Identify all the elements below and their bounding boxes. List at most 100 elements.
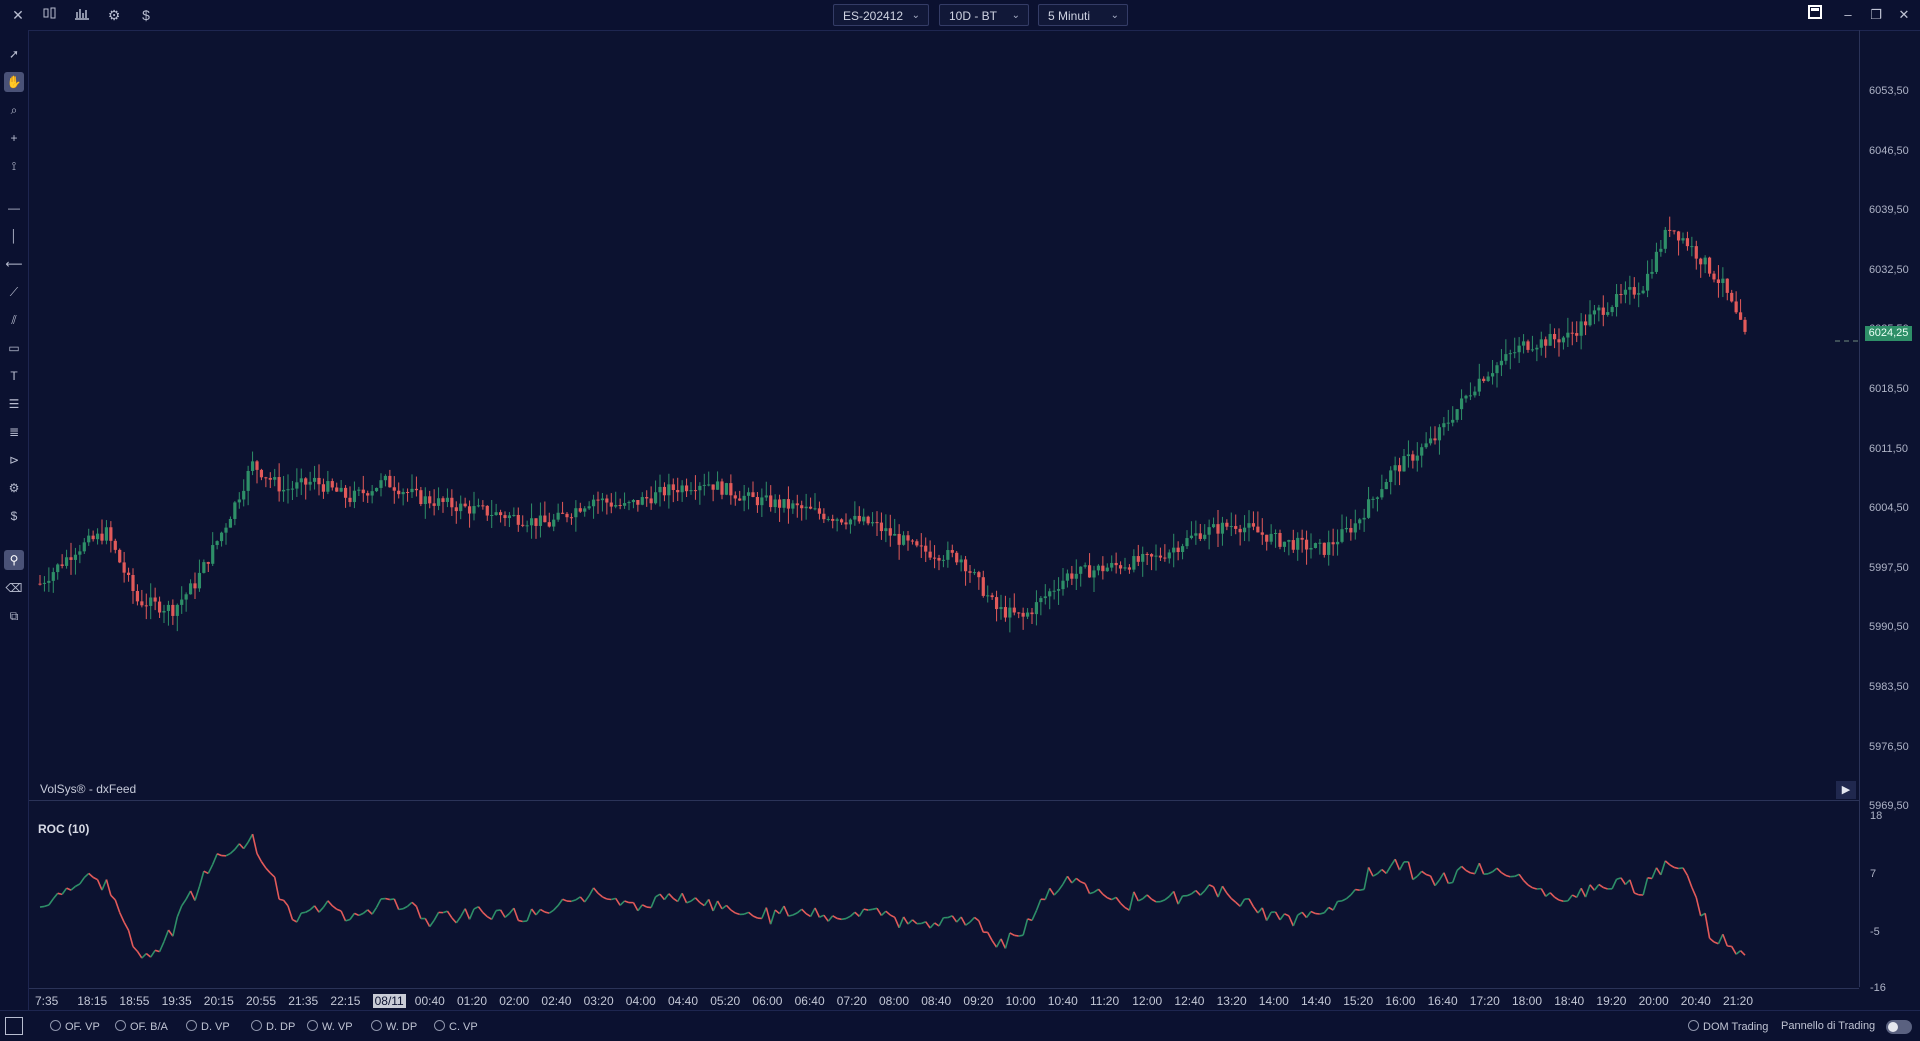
roc-line-segment <box>306 910 310 912</box>
time-tick-label: 21:20 <box>1723 994 1753 1008</box>
grid-icon[interactable] <box>5 1017 23 1035</box>
candle <box>973 569 976 575</box>
price-tick-label: 5990,50 <box>1869 621 1909 633</box>
roc-line-segment <box>1360 889 1364 890</box>
profile-toggle[interactable]: W. DP <box>371 1020 417 1033</box>
candle <box>937 555 940 570</box>
roc-line-segment <box>106 880 110 896</box>
roc-line-segment <box>377 899 381 907</box>
candle <box>499 510 502 523</box>
candle <box>224 523 227 545</box>
candle <box>1690 237 1693 256</box>
profile-toggle[interactable]: OF. B/A <box>115 1020 168 1033</box>
roc-line-segment <box>536 909 540 914</box>
pane-separator[interactable] <box>29 800 1859 801</box>
candle <box>397 482 400 498</box>
candle <box>317 464 320 495</box>
play-icon[interactable]: ▶ <box>1836 781 1856 799</box>
candle <box>968 565 971 583</box>
roc-line-segment <box>1169 891 1173 896</box>
candle <box>539 503 542 538</box>
candle <box>800 501 803 521</box>
roc-line-segment <box>549 910 553 913</box>
candle <box>867 516 870 526</box>
roc-line-segment <box>465 909 469 920</box>
roc-line-segment <box>213 854 217 865</box>
roc-line-segment <box>563 899 567 901</box>
roc-line-segment <box>540 909 544 912</box>
roc-line-segment <box>731 910 735 913</box>
candle <box>1044 584 1047 604</box>
roc-line-segment <box>1670 865 1674 868</box>
roc-line-segment <box>1391 859 1395 866</box>
roc-line-segment <box>558 899 562 905</box>
candle <box>1137 545 1140 566</box>
profile-toggle[interactable]: C. VP <box>434 1020 478 1033</box>
roc-line-segment <box>912 920 916 924</box>
profile-toggle[interactable]: OF. VP <box>50 1020 100 1033</box>
time-tick-label: 02:00 <box>499 994 529 1008</box>
roc-line-segment <box>1320 913 1324 914</box>
candle <box>1513 338 1516 359</box>
roc-line-segment <box>1426 874 1430 876</box>
candle <box>131 568 134 604</box>
candle <box>1522 334 1525 353</box>
time-tick-label: 18:00 <box>1512 994 1542 1008</box>
candle <box>247 466 250 505</box>
roc-line-segment <box>979 921 983 932</box>
profile-toggle[interactable]: D. VP <box>186 1020 230 1033</box>
roc-line-segment <box>1413 876 1417 879</box>
candle <box>592 495 595 519</box>
profile-toggle[interactable]: D. DP <box>251 1020 295 1033</box>
candle <box>636 500 639 512</box>
candle <box>960 555 963 571</box>
candle <box>1469 382 1472 400</box>
profile-toggle[interactable]: W. VP <box>307 1020 353 1033</box>
roc-line-segment <box>682 893 686 903</box>
dom-trading-toggle[interactable]: DOM Trading <box>1688 1020 1768 1033</box>
candle <box>335 483 338 492</box>
candle <box>1022 608 1025 630</box>
candle <box>193 573 196 600</box>
roc-line-segment <box>412 902 416 906</box>
roc-line-segment <box>571 900 575 901</box>
roc-line-segment <box>62 888 66 894</box>
roc-line-segment <box>1710 938 1714 942</box>
roc-line-segment <box>244 842 248 848</box>
roc-line-segment <box>430 920 434 926</box>
candle <box>291 481 294 500</box>
candle <box>619 499 622 510</box>
candle <box>1562 336 1565 350</box>
roc-line-segment <box>988 932 992 940</box>
price-tick-label: 6018,50 <box>1869 383 1909 395</box>
candle <box>986 586 989 603</box>
roc-line-segment <box>248 834 252 842</box>
roc-line-segment <box>1067 876 1071 883</box>
roc-line-segment <box>1152 899 1156 902</box>
roc-line-segment <box>1661 861 1665 875</box>
candle <box>309 472 312 491</box>
roc-line-segment <box>1240 899 1244 906</box>
candle <box>1185 530 1188 549</box>
candle <box>1708 257 1711 277</box>
candle <box>898 524 901 560</box>
roc-line-segment <box>952 916 956 922</box>
candle <box>1283 542 1286 553</box>
roc-line-segment <box>1683 868 1687 876</box>
roc-line-segment <box>837 918 841 919</box>
candle <box>570 513 573 525</box>
candle <box>69 543 72 575</box>
roc-line-segment <box>1435 880 1439 886</box>
roc-line-segment <box>589 888 593 896</box>
roc-line-segment <box>1014 935 1018 936</box>
roc-line-segment <box>793 913 797 915</box>
time-tick-label: 09:20 <box>963 994 993 1008</box>
candle <box>627 501 630 511</box>
roc-line-segment <box>483 913 487 917</box>
candle <box>481 500 484 510</box>
trading-panel-toggle[interactable] <box>1886 1020 1912 1034</box>
candle <box>388 470 391 488</box>
candle <box>1557 328 1560 356</box>
roc-line-segment <box>1462 866 1466 870</box>
